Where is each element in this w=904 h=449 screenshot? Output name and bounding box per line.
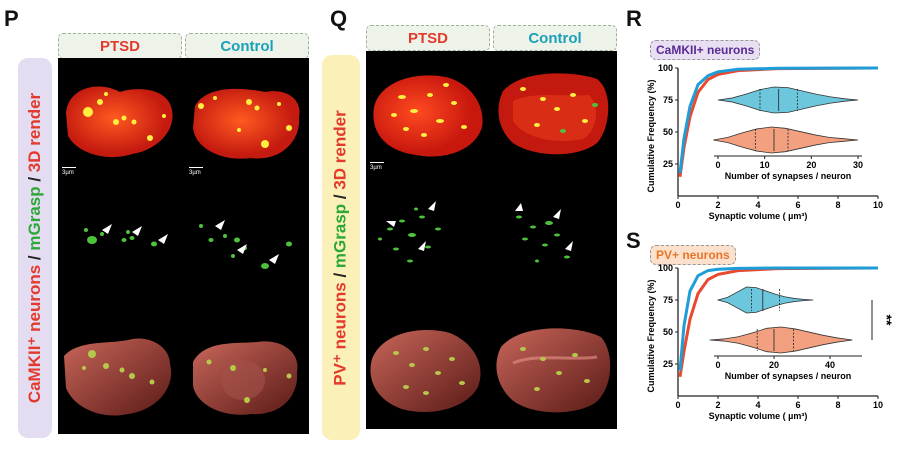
header-ptsd-q: PTSD xyxy=(366,25,490,51)
y-tick-label: 25 xyxy=(663,159,673,169)
side-q-mgrasp: mGrasp xyxy=(331,203,350,268)
y-tick-label: 100 xyxy=(658,63,673,73)
y-axis-label: Cumulative Frequency (%) xyxy=(646,279,656,392)
inset-x-tick-label: 10 xyxy=(760,160,770,170)
x-tick-label: 10 xyxy=(873,200,883,210)
side-p-sep1: / xyxy=(25,250,44,265)
q-control-mgrasp xyxy=(493,177,617,299)
p-control-fluor: 3µm xyxy=(185,58,309,180)
x-tick-label: 4 xyxy=(755,400,760,410)
x-axis-label: Synaptic volume ( µm³) xyxy=(709,411,808,421)
inset-x-tick-label: 0 xyxy=(715,160,720,170)
inset-x-tick-label: 30 xyxy=(853,160,863,170)
side-q-sep2: / xyxy=(331,189,350,204)
q-ptsd-fluor: 3µm xyxy=(366,51,490,173)
q-ptsd-mgrasp xyxy=(366,177,490,299)
p-control-render xyxy=(185,310,309,434)
x-tick-label: 6 xyxy=(795,200,800,210)
y-tick-label: 50 xyxy=(663,127,673,137)
y-tick-label: 25 xyxy=(663,359,673,369)
side-q-sep1: / xyxy=(331,267,350,282)
x-tick-label: 4 xyxy=(755,200,760,210)
p-ptsd-render xyxy=(58,310,182,434)
image-grid-q: 3µm xyxy=(366,51,617,429)
inset-x-tick-label: 40 xyxy=(825,360,835,370)
chart-title-s: PV+ neurons xyxy=(650,245,736,265)
chart-title-r: CaMKII+ neurons xyxy=(650,40,761,60)
series-line-control xyxy=(678,66,879,174)
header-control-q: Control xyxy=(493,25,617,51)
significance-label: ** xyxy=(879,315,895,326)
violin-ptsd xyxy=(709,326,853,354)
x-tick-label: 10 xyxy=(873,400,883,410)
violin-control xyxy=(716,286,814,314)
inset-x-axis-label: Number of synapses / neuron xyxy=(725,171,852,181)
panel-letter-r: R xyxy=(626,6,642,31)
header-ptsd-p: PTSD xyxy=(58,33,182,59)
x-tick-label: 0 xyxy=(675,400,680,410)
header-control-p: Control xyxy=(185,33,309,59)
x-axis-label: Synaptic volume ( µm³) xyxy=(709,211,808,221)
image-grid-p: 3µm 3µm xyxy=(58,58,309,434)
y-tick-label: 75 xyxy=(663,95,673,105)
q-ptsd-render xyxy=(366,303,490,429)
x-tick-label: 8 xyxy=(835,200,840,210)
side-p-sep2: / xyxy=(25,172,44,187)
chart-s: 25 50 75 100 0 2 4 6 8 10 Synaptic volume ( µm³) Cu… xyxy=(646,263,895,421)
p-ptsd-fluor: 3µm xyxy=(58,58,182,180)
side-label-p: CaMKII⁺ neurons / mGrasp / 3D render xyxy=(18,58,52,438)
scalebar-label: 3µm xyxy=(370,162,384,171)
inset-x-tick-label: 20 xyxy=(806,160,816,170)
side-q-render: 3D render xyxy=(331,109,350,190)
x-tick-label: 6 xyxy=(795,400,800,410)
x-tick-label: 2 xyxy=(715,200,720,210)
series-line-control xyxy=(678,266,878,371)
side-p-cell-type: CaMKII⁺ neurons xyxy=(25,264,44,404)
x-tick-label: 2 xyxy=(715,400,720,410)
series-line-ptsd xyxy=(678,66,879,178)
side-q-cell-type: PV⁺ neurons xyxy=(331,281,350,386)
y-axis-label: Cumulative Frequency (%) xyxy=(646,79,656,192)
p-control-mgrasp xyxy=(185,184,309,306)
side-p-render: 3D render xyxy=(25,92,44,173)
inset-x-tick-label: 20 xyxy=(769,360,779,370)
q-control-render xyxy=(493,303,617,429)
x-tick-label: 8 xyxy=(835,400,840,410)
panel-letter-p: P xyxy=(4,6,19,31)
panel-letter-q: Q xyxy=(330,6,348,31)
q-control-fluor xyxy=(493,51,617,173)
scalebar-label: 3µm xyxy=(62,167,76,176)
scalebar-label: 3µm xyxy=(189,167,203,176)
y-tick-label: 75 xyxy=(663,295,673,305)
inset-x-axis-label: Number of synapses / neuron xyxy=(725,371,852,381)
violin-control xyxy=(717,86,859,114)
panel-letter-s: S xyxy=(626,228,641,253)
y-tick-label: 50 xyxy=(663,327,673,337)
side-label-q: PV⁺ neurons / mGrasp / 3D render xyxy=(322,55,360,440)
side-p-mgrasp: mGrasp xyxy=(25,186,44,251)
inset-x-tick-label: 0 xyxy=(715,360,720,370)
y-tick-label: 100 xyxy=(658,263,673,273)
p-ptsd-mgrasp xyxy=(58,184,182,306)
violin-ptsd xyxy=(713,126,859,154)
x-tick-label: 0 xyxy=(675,200,680,210)
